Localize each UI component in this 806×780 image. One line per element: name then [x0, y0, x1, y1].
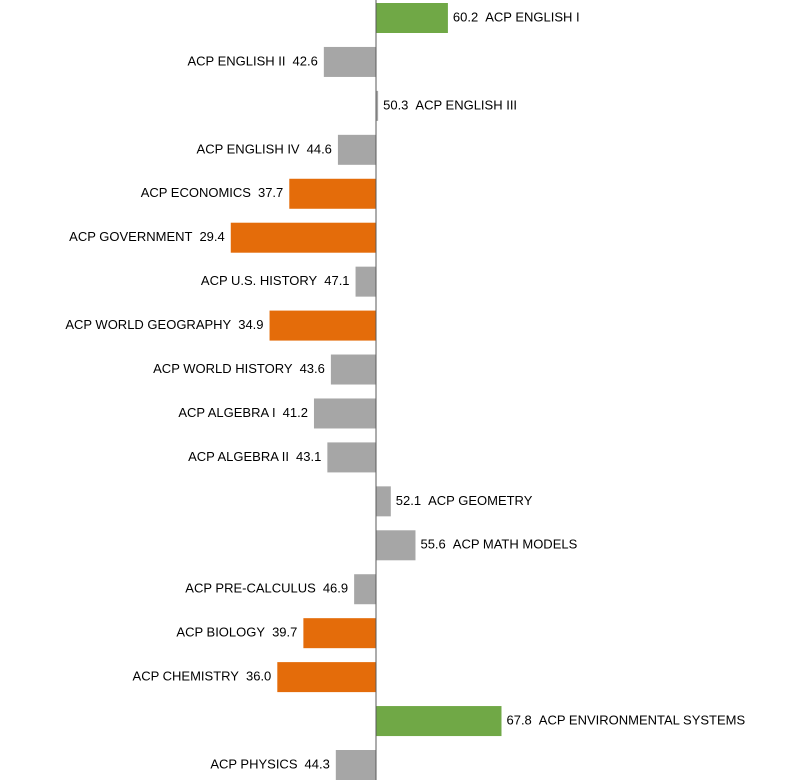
bar	[230, 222, 376, 253]
category-label: ACP ENGLISH I	[485, 9, 579, 24]
value-label: 41.2	[283, 405, 308, 420]
value-label: 52.1	[396, 493, 421, 508]
category-label: ACP ALGEBRA II	[188, 449, 289, 464]
category-label: ACP ALGEBRA I	[178, 405, 275, 420]
bar	[355, 266, 376, 297]
value-label: 44.3	[305, 756, 330, 771]
category-label: ACP GOVERNMENT	[69, 229, 192, 244]
category-label: ACP U.S. HISTORY	[201, 273, 318, 288]
bar	[330, 354, 376, 385]
category-label: ACP MATH MODELS	[453, 537, 578, 552]
category-label: ACP PHYSICS	[210, 756, 298, 771]
category-label: ACP ENVIRONMENTAL SYSTEMS	[539, 712, 746, 727]
value-label: 67.8	[506, 712, 531, 727]
bar	[337, 134, 376, 165]
bar	[376, 706, 502, 737]
category-label: ACP ECONOMICS	[141, 185, 252, 200]
value-label: 43.1	[296, 449, 321, 464]
value-label: 42.6	[293, 53, 318, 68]
bar	[376, 90, 379, 121]
value-label: 44.6	[307, 141, 332, 156]
value-label: 50.3	[383, 97, 408, 112]
category-label: ACP BIOLOGY	[176, 625, 265, 640]
value-label: 36.0	[246, 669, 271, 684]
bar	[323, 46, 376, 77]
bar	[327, 442, 376, 473]
bar	[376, 3, 448, 33]
bar	[376, 486, 391, 517]
value-label: 39.7	[272, 625, 297, 640]
category-label: ACP GEOMETRY	[428, 493, 533, 508]
value-label: 60.2	[453, 9, 478, 24]
category-label: ACP PRE-CALCULUS	[185, 581, 316, 596]
category-label: ACP ENGLISH II	[188, 53, 286, 68]
bar	[335, 750, 376, 780]
bar	[313, 398, 376, 429]
value-label: 34.9	[238, 317, 263, 332]
value-label: 55.6	[420, 537, 445, 552]
value-label: 46.9	[323, 581, 348, 596]
category-label: ACP WORLD GEOGRAPHY	[65, 317, 231, 332]
category-label: ACP WORLD HISTORY	[153, 361, 293, 376]
value-label: 47.1	[324, 273, 349, 288]
value-label: 37.7	[258, 185, 283, 200]
value-label: 43.6	[300, 361, 325, 376]
bar	[354, 574, 376, 605]
bar	[376, 530, 416, 561]
category-label: ACP ENGLISH IV	[197, 141, 300, 156]
bar	[277, 662, 376, 693]
bar	[269, 310, 376, 341]
category-label: ACP CHEMISTRY	[133, 669, 240, 684]
value-label: 29.4	[199, 229, 224, 244]
bar	[303, 618, 376, 649]
category-label: ACP ENGLISH III	[415, 97, 517, 112]
bar	[289, 178, 376, 209]
